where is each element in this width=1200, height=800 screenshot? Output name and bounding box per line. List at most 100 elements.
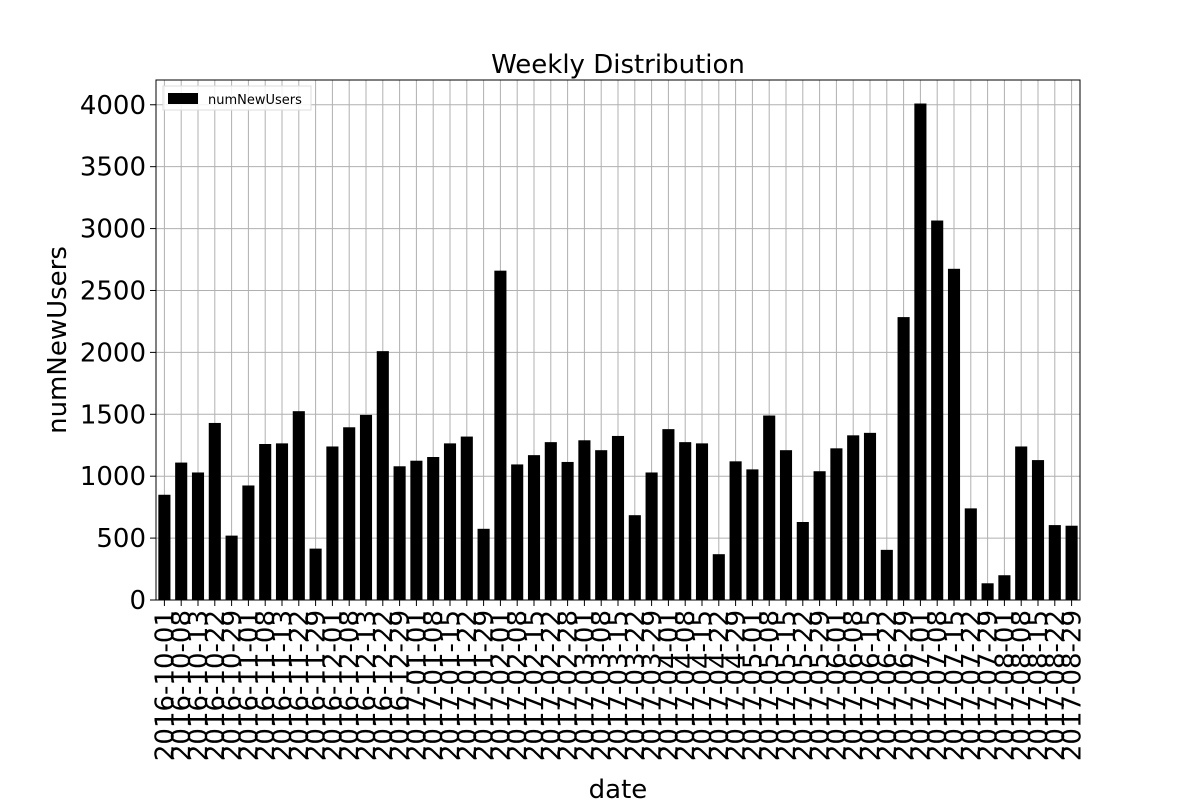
bar xyxy=(527,455,541,600)
x-tick-label: 2016-10-22 xyxy=(201,610,231,761)
bar xyxy=(225,535,238,600)
bar xyxy=(477,528,490,600)
x-tick-label: 2017-08-01 xyxy=(990,610,1020,761)
bar xyxy=(863,432,877,600)
x-tick-label: 2017-06-22 xyxy=(873,610,903,761)
bar xyxy=(544,442,557,600)
bar xyxy=(914,103,927,601)
y-tick-label: 4000 xyxy=(80,91,146,121)
y-tick-label: 2500 xyxy=(80,276,146,306)
bar xyxy=(813,471,826,600)
x-tick-label: 2016-11-29 xyxy=(302,610,332,761)
bar xyxy=(511,464,524,600)
bar xyxy=(158,494,171,600)
x-tick-label: 2017-04-01 xyxy=(654,610,684,761)
bar xyxy=(494,270,507,600)
bar xyxy=(1015,446,1028,600)
bar xyxy=(208,422,221,600)
x-tick-label: 2017-01-29 xyxy=(470,610,500,761)
x-tick-label: 2017-03-15 xyxy=(604,610,634,761)
y-tick-label: 3000 xyxy=(80,215,146,245)
bar xyxy=(746,469,759,600)
x-tick-label: 2017-05-01 xyxy=(738,610,768,761)
bar xyxy=(1031,460,1045,600)
x-tick-label: 2017-07-22 xyxy=(957,610,987,761)
bar xyxy=(981,583,994,600)
bar xyxy=(729,461,742,600)
chart-title: Weekly Distribution xyxy=(491,50,745,80)
bar xyxy=(796,522,809,600)
x-tick-label: 2016-10-01 xyxy=(150,610,180,761)
x-tick-label: 2017-08-22 xyxy=(1041,610,1071,761)
bar xyxy=(259,444,272,600)
x-tick-label: 2017-08-29 xyxy=(1058,610,1088,761)
x-tick-label: 2017-02-22 xyxy=(537,610,567,761)
bar xyxy=(645,472,658,600)
y-tick-label: 2000 xyxy=(80,338,146,368)
bar xyxy=(1065,525,1078,600)
x-tick-label: 2016-10-08 xyxy=(167,610,197,761)
bar xyxy=(880,549,893,600)
x-tick-label: 2017-04-08 xyxy=(671,610,701,761)
bar xyxy=(611,435,625,600)
x-tick-label: 2017-02-28 xyxy=(554,610,584,761)
bar xyxy=(191,472,205,600)
bar xyxy=(998,575,1011,600)
bar xyxy=(847,435,860,600)
x-tick-label: 2017-04-29 xyxy=(722,610,752,761)
legend: numNewUsers xyxy=(162,85,312,111)
x-tick-label: 2016-12-29 xyxy=(386,610,416,761)
x-tick-label: 2017-01-01 xyxy=(402,610,432,761)
x-axis-ticks: 2016-10-012016-10-082016-10-132016-10-22… xyxy=(150,600,1088,761)
bar xyxy=(443,443,457,600)
x-tick-label: 2016-12-22 xyxy=(369,610,399,761)
bar xyxy=(275,443,289,600)
bar xyxy=(578,440,591,600)
bars xyxy=(158,103,1078,601)
legend-swatch xyxy=(168,93,198,104)
x-tick-label: 2017-01-08 xyxy=(419,610,449,761)
x-tick-label: 2016-12-13 xyxy=(352,610,382,761)
x-tick-label: 2017-03-29 xyxy=(638,610,668,761)
x-tick-label: 2016-12-01 xyxy=(318,610,348,761)
bar xyxy=(763,415,776,600)
x-tick-label: 2017-07-15 xyxy=(940,610,970,761)
x-tick-label: 2017-03-22 xyxy=(621,610,651,761)
y-tick-label: 3500 xyxy=(80,153,146,183)
x-tick-label: 2017-08-08 xyxy=(1007,610,1037,761)
x-tick-label: 2017-01-22 xyxy=(453,610,483,761)
bar xyxy=(695,443,709,600)
bar xyxy=(242,485,255,600)
y-axis-ticks: 0 500 1000 1500 2000 2500 3000 3500 4000 xyxy=(80,91,156,616)
bar xyxy=(628,515,641,600)
bar xyxy=(595,450,608,600)
x-tick-label: 2016-11-01 xyxy=(234,610,264,761)
x-tick-label: 2017-02-01 xyxy=(486,610,516,761)
bar xyxy=(779,450,793,600)
y-tick-label: 1500 xyxy=(80,400,146,430)
x-tick-label: 2017-06-01 xyxy=(822,610,852,761)
x-tick-label: 2017-02-15 xyxy=(520,610,550,761)
x-tick-label: 2016-11-13 xyxy=(268,610,298,761)
bar xyxy=(712,554,725,600)
bar xyxy=(561,461,574,600)
x-tick-label: 2017-03-08 xyxy=(587,610,617,761)
x-tick-label: 2017-06-29 xyxy=(890,610,920,761)
x-tick-label: 2017-02-08 xyxy=(503,610,533,761)
bar xyxy=(175,462,188,600)
bar xyxy=(309,548,322,600)
x-tick-label: 2017-05-29 xyxy=(806,610,836,761)
bar xyxy=(393,466,406,600)
x-axis-label: date xyxy=(589,775,648,800)
x-tick-label: 2017-04-15 xyxy=(688,610,718,761)
x-tick-label: 2017-05-08 xyxy=(755,610,785,761)
bar xyxy=(427,457,440,600)
x-tick-label: 2017-06-15 xyxy=(856,610,886,761)
x-tick-label: 2017-07-08 xyxy=(923,610,953,761)
bar xyxy=(964,508,977,600)
x-tick-label: 2017-07-29 xyxy=(974,610,1004,761)
x-tick-label: 2017-06-08 xyxy=(839,610,869,761)
x-tick-label: 2017-05-15 xyxy=(772,610,802,761)
y-axis-label: numNewUsers xyxy=(43,246,73,434)
